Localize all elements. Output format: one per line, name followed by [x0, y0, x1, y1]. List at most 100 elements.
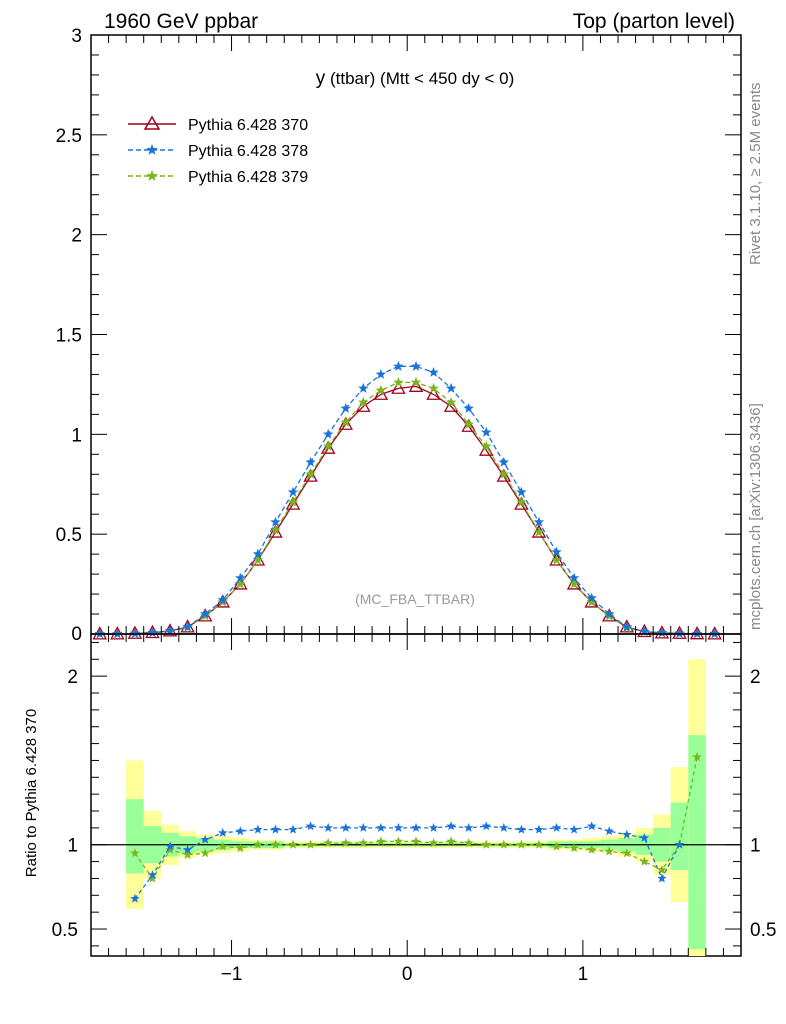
point-378-6 — [200, 608, 211, 619]
ratio-plot-layer — [91, 659, 741, 956]
point-378-13 — [322, 428, 334, 439]
ratio-point-s379-21 — [499, 839, 509, 849]
point-378-4 — [164, 625, 176, 636]
ratio-point-s378-9 — [288, 824, 298, 834]
ratio-point-s378-1 — [147, 870, 158, 880]
point-379-16 — [375, 384, 387, 395]
x-tick-label: 0 — [402, 964, 413, 985]
x-tick-label: 1 — [578, 964, 589, 985]
point-379-13 — [322, 440, 334, 451]
point-378-30 — [621, 621, 632, 632]
point-379-28 — [586, 596, 597, 607]
ratio-point-s378-7 — [253, 824, 263, 834]
ratio-point-s379-17 — [428, 838, 439, 848]
ratio-point-s379-19 — [463, 838, 474, 848]
point-379-27 — [568, 578, 580, 589]
ratio-y-tick-label: 1 — [67, 836, 78, 857]
point-378-21 — [463, 402, 474, 413]
legend-label-379: Pythia 6.428 379 — [188, 169, 308, 186]
y-tick-label-zero: 0 — [71, 624, 82, 645]
point-378-2 — [129, 628, 141, 639]
axes-layer: −1 0 1 0.5 1 1.5 2 2.5 3 0 0.5 0.5 1 1 2 2 — [52, 26, 777, 985]
ratio-point-s378-15 — [393, 822, 404, 832]
ratio-point-s379-12 — [341, 838, 351, 848]
ratio-point-s379-3 — [182, 849, 193, 859]
point-378-23 — [498, 456, 510, 467]
ratio-point-s378-27 — [604, 826, 614, 836]
y-tick-label: 1 — [71, 425, 82, 446]
band-green-0 — [126, 799, 144, 874]
ratio-point-s379-24 — [551, 841, 562, 851]
ratio-point-s379-5 — [218, 841, 228, 851]
main-plot-layer — [92, 360, 722, 640]
ratio-point-s378-8 — [270, 824, 281, 834]
point-378-8 — [235, 572, 246, 583]
plot-title-rest: (ttbar) (Mtt < 450 dy < 0) — [325, 69, 514, 88]
legend-item-379: Pythia 6.428 379 — [128, 169, 308, 186]
point-378-25 — [533, 516, 545, 527]
ratio-point-s378-23 — [534, 824, 544, 834]
point-379-24 — [516, 496, 527, 507]
series-line-1 — [99, 365, 715, 635]
ratio-point-s378-17 — [428, 822, 439, 832]
legend-item-370: Pythia 6.428 370 — [128, 115, 308, 134]
legend-label-378: Pythia 6.428 378 — [188, 143, 308, 160]
point-378-20 — [445, 382, 457, 393]
point-370-23 — [496, 468, 512, 482]
y-tick-label: 2.5 — [56, 126, 82, 147]
point-379-8 — [235, 578, 246, 589]
point-370-16 — [373, 386, 389, 400]
point-378-5 — [182, 621, 193, 632]
ratio-point-s379-18 — [446, 836, 456, 846]
ratio-point-s379-20 — [481, 839, 491, 849]
point-378-16 — [375, 368, 387, 379]
point-370-22 — [479, 442, 494, 456]
ratio-line-s379 — [134, 756, 698, 880]
ratio-point-s378-16 — [411, 822, 421, 832]
point-378-18 — [410, 360, 422, 371]
point-378-15 — [358, 382, 369, 393]
legend: Pythia 6.428 370 Pythia 6.428 378 Pythia… — [128, 115, 308, 186]
ratio-point-s378-20 — [481, 821, 491, 831]
x-tick-label: −1 — [221, 964, 243, 985]
point-379-11 — [287, 496, 299, 507]
plot-title-main: y — [316, 68, 326, 89]
legend-item-378: Pythia 6.428 378 — [128, 143, 308, 160]
point-370-19 — [426, 386, 441, 400]
point-379-10 — [270, 524, 281, 535]
ratio-point-s378-22 — [516, 824, 527, 834]
ratio-point-s378-5 — [218, 827, 228, 837]
ratio-point-s379-28 — [622, 848, 632, 858]
point-378-7 — [217, 594, 228, 605]
ratio-point-s379-6 — [235, 843, 246, 853]
ratio-point-s378-10 — [305, 821, 316, 831]
point-379-9 — [252, 554, 264, 565]
ratio-point-s378-28 — [622, 829, 632, 839]
ratio-point-s379-4 — [200, 848, 210, 858]
point-379-20 — [445, 396, 457, 407]
point-378-28 — [586, 592, 597, 603]
rivet-label: Rivet 3.1.10, ≥ 2.5M events — [747, 83, 764, 266]
ratio-point-s379-1 — [147, 873, 158, 883]
point-378-31 — [639, 626, 650, 637]
ratio-y-tick-label: 0.5 — [52, 920, 78, 941]
ratio-point-s378-31 — [674, 839, 685, 849]
ratio-point-s379-16 — [411, 836, 421, 846]
watermark: (MC_FBA_TTBAR) — [355, 591, 475, 607]
ratio-point-s378-30 — [657, 873, 667, 883]
ratio-y-tick-label-right: 1 — [750, 836, 761, 857]
ratio-point-s378-2 — [165, 841, 175, 851]
star-marker-icon — [146, 170, 158, 181]
ratio-point-s378-12 — [341, 822, 351, 832]
y-tick-label: 3 — [71, 26, 82, 47]
point-370-13 — [320, 440, 336, 454]
point-370-17 — [391, 380, 406, 394]
point-378-24 — [516, 486, 527, 497]
point-378-32 — [656, 627, 668, 638]
star-shape — [146, 170, 158, 181]
point-378-22 — [481, 426, 492, 437]
ratio-point-s379-11 — [323, 838, 333, 848]
ratio-point-s379-30 — [657, 865, 667, 875]
point-370-18 — [408, 378, 424, 392]
